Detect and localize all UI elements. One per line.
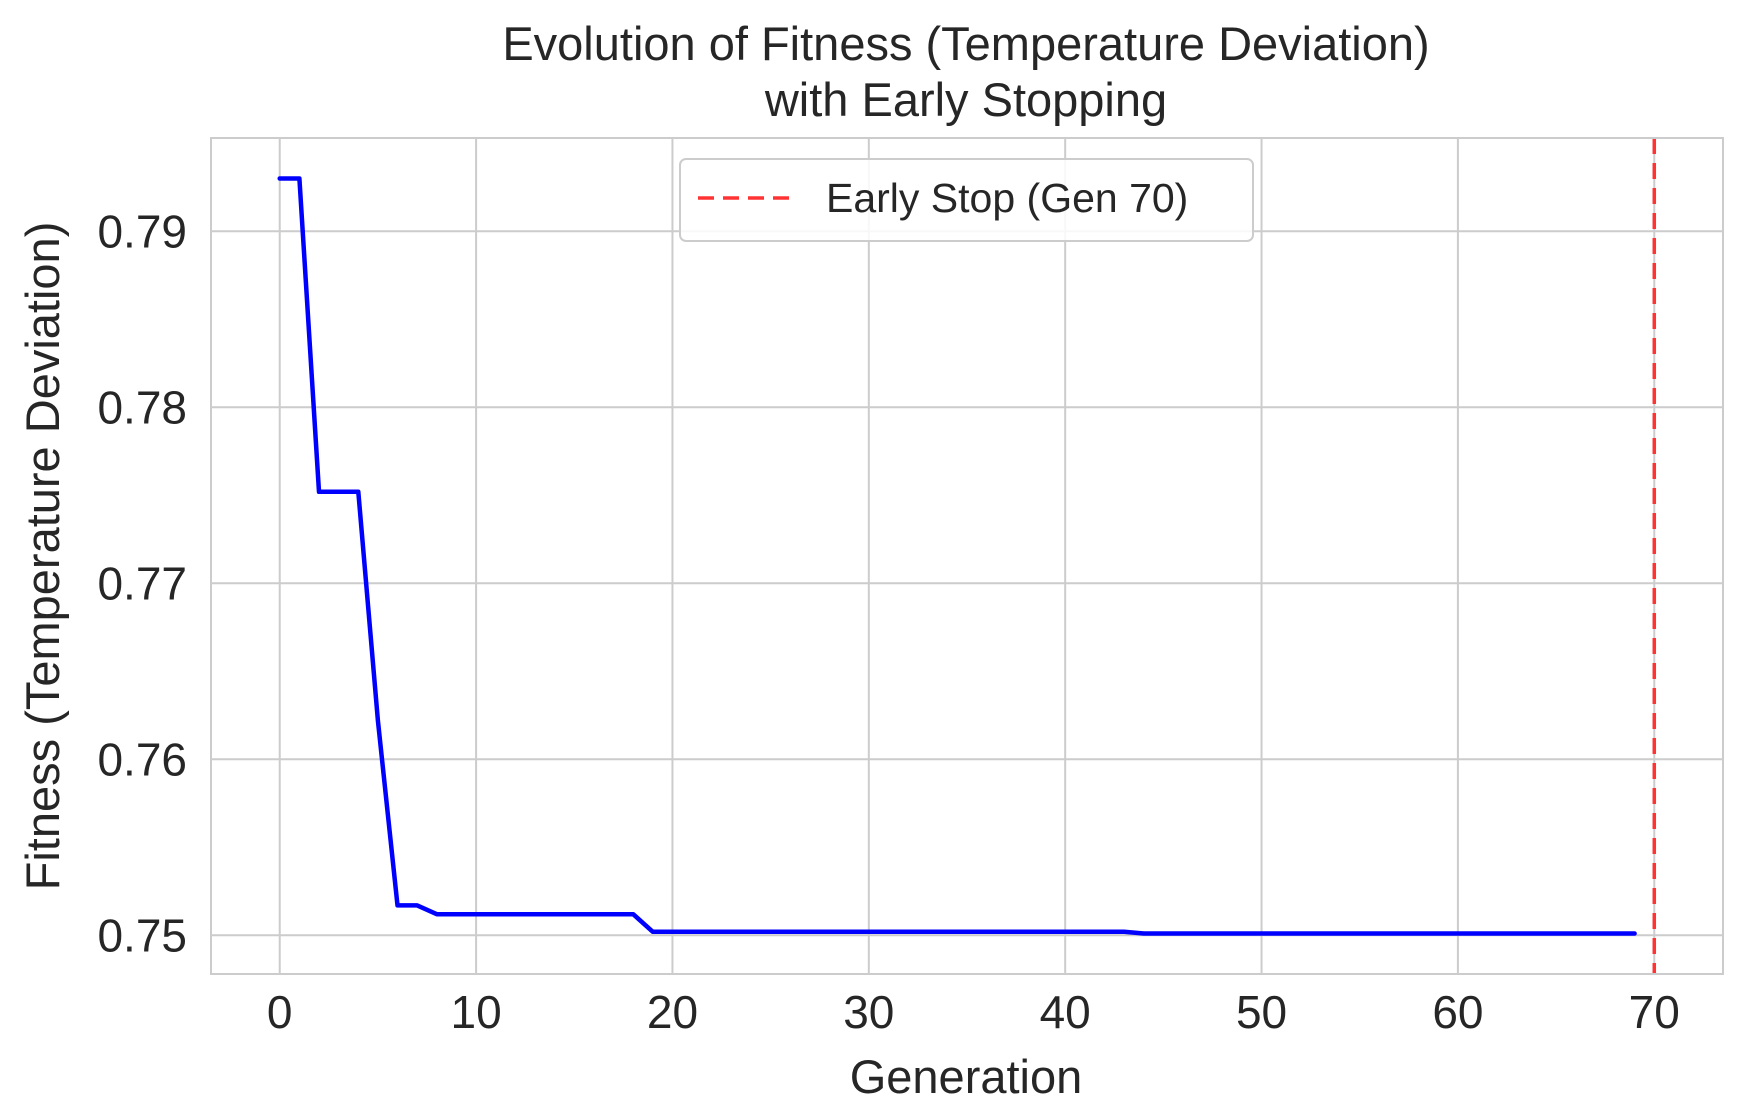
legend-box xyxy=(679,158,1254,242)
x-axis-label: Generation xyxy=(850,1050,1083,1103)
x-tick-label: 70 xyxy=(1629,986,1680,1038)
series-line-best-fitness xyxy=(277,176,1637,936)
legend: Early Stop (Gen 70) xyxy=(679,158,1254,242)
x-tick-label: 30 xyxy=(843,986,894,1038)
x-tick-label: 60 xyxy=(1432,986,1483,1038)
y-tick-label: 0.78 xyxy=(97,381,187,433)
y-tick-labels: 0.75 0.76 0.77 0.78 0.79 xyxy=(97,205,187,961)
legend-label-early-stop: Early Stop (Gen 70) xyxy=(826,175,1188,221)
chart-title-line-1: Evolution of Fitness (Temperature Deviat… xyxy=(502,17,1429,70)
x-tick-label: 50 xyxy=(1236,986,1287,1038)
chart-title-line-2: with Early Stopping xyxy=(764,73,1167,126)
plot-background xyxy=(211,138,1723,974)
x-tick-labels: 0 10 20 30 40 50 60 70 xyxy=(267,986,1680,1038)
y-tick-label: 0.75 xyxy=(97,909,187,961)
x-tick-label: 0 xyxy=(267,986,293,1038)
y-tick-label: 0.79 xyxy=(97,205,187,257)
y-tick-label: 0.76 xyxy=(97,733,187,785)
y-tick-label: 0.77 xyxy=(97,557,187,609)
y-axis-label: Fitness (Temperature Deviation) xyxy=(16,222,69,891)
plot-frame xyxy=(210,137,1724,975)
x-tick-label: 20 xyxy=(647,986,698,1038)
plot-area xyxy=(210,137,1724,975)
x-tick-label: 40 xyxy=(1040,986,1091,1038)
x-tick-label: 10 xyxy=(451,986,502,1038)
